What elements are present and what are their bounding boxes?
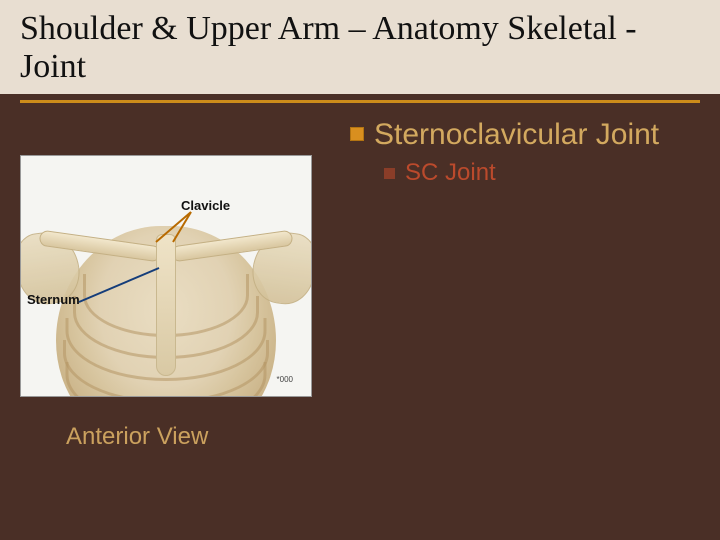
- bullet-sub-text: SC Joint: [405, 159, 496, 187]
- bullet-main-text: Sternoclavicular Joint: [374, 117, 659, 153]
- slide: Shoulder & Upper Arm – Anatomy Skeletal …: [0, 0, 720, 540]
- bullet-sub: SC Joint: [384, 159, 700, 187]
- anatomy-figure: Clavicle Sternum *000: [20, 155, 312, 397]
- label-clavicle: Clavicle: [181, 198, 230, 213]
- square-bullet-icon: [384, 168, 395, 179]
- content-area: Clavicle Sternum *000 Anterior View Ster…: [0, 103, 720, 451]
- text-column: Sternoclavicular Joint SC Joint: [340, 117, 700, 451]
- square-bullet-icon: [350, 127, 364, 141]
- figure-credit: *000: [277, 375, 293, 384]
- figure-column: Clavicle Sternum *000 Anterior View: [20, 117, 340, 451]
- sternum-shape: [156, 234, 176, 376]
- slide-title: Shoulder & Upper Arm – Anatomy Skeletal …: [20, 10, 700, 86]
- figure-caption: Anterior View: [66, 423, 340, 451]
- bullet-main: Sternoclavicular Joint: [350, 117, 700, 153]
- label-sternum: Sternum: [27, 292, 80, 307]
- title-band: Shoulder & Upper Arm – Anatomy Skeletal …: [0, 0, 720, 94]
